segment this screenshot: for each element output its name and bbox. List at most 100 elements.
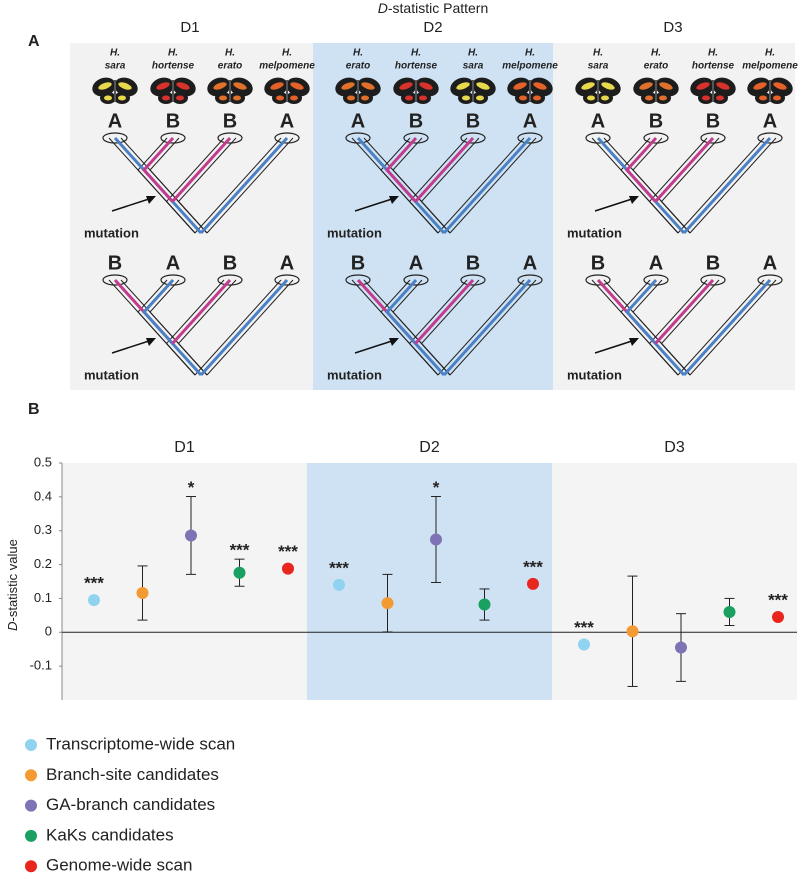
- body: [415, 80, 417, 102]
- arrow: [111, 197, 153, 212]
- lineage: [199, 136, 289, 235]
- wing-band: [233, 82, 247, 90]
- y-tick-label: 0.1: [34, 590, 52, 605]
- wing-band: [476, 95, 484, 101]
- wing-band: [773, 95, 781, 101]
- body: [286, 80, 288, 102]
- wing-band: [773, 82, 787, 90]
- tree-branch: [648, 137, 708, 234]
- data-point: [430, 533, 442, 546]
- wing-band: [759, 95, 767, 101]
- butterfly: [747, 77, 793, 104]
- wing-band: [98, 82, 112, 90]
- butterfly: [575, 77, 621, 104]
- panel-a: [70, 43, 795, 390]
- allele-letter: B: [706, 110, 720, 132]
- wing-band: [290, 95, 298, 101]
- wing-band: [361, 82, 375, 90]
- branch-tip: [403, 274, 429, 286]
- species-name: hortense: [692, 61, 735, 72]
- significance: ***: [84, 574, 104, 593]
- species-genus: H.: [525, 48, 535, 59]
- data-point: [723, 605, 736, 618]
- wing-band: [405, 95, 413, 101]
- legend-marker: [25, 829, 37, 842]
- tree-branch: [408, 279, 468, 376]
- legend-marker: [25, 860, 37, 873]
- branch-tip: [517, 274, 543, 286]
- highlight-band: [307, 463, 552, 700]
- tree-branch: [660, 279, 720, 376]
- species-genus: H.: [468, 48, 478, 59]
- legend-label: Genome-wide scan: [46, 856, 192, 875]
- wing-band: [341, 82, 355, 90]
- wing-band: [276, 95, 284, 101]
- species-name: melpomene: [259, 61, 315, 72]
- lineage: [442, 136, 532, 235]
- wing-band: [716, 82, 730, 90]
- species-genus: H.: [593, 48, 603, 59]
- branch-tip: [217, 132, 243, 144]
- tree-branch: [177, 279, 237, 376]
- mutation-label: mutation: [567, 367, 622, 382]
- wing-band: [659, 82, 673, 90]
- wing-band: [347, 95, 355, 101]
- wing-band: [419, 95, 427, 101]
- lineage: [682, 278, 772, 377]
- column-header: D1: [180, 19, 199, 36]
- wing-band: [476, 82, 490, 90]
- species-name: hortense: [395, 61, 438, 72]
- tree-branch: [194, 137, 282, 234]
- data-point: [282, 562, 294, 575]
- data-point: [527, 577, 539, 590]
- branch-tip: [217, 274, 243, 286]
- wing-band: [659, 95, 667, 101]
- arrow: [594, 197, 636, 212]
- data-point: [675, 641, 687, 654]
- branch-tip: [403, 132, 429, 144]
- wing-band: [104, 95, 112, 101]
- y-axis-label: D-statistic value: [5, 539, 20, 631]
- allele-letter: A: [523, 252, 537, 274]
- wing-band: [753, 82, 767, 90]
- mutation-label: mutation: [567, 225, 622, 240]
- allele-letter: A: [166, 252, 180, 274]
- butterfly: [393, 77, 439, 104]
- arrow-head: [389, 338, 399, 346]
- branch-tip: [643, 132, 669, 144]
- arrow: [354, 339, 396, 354]
- allele-letter: A: [280, 110, 294, 132]
- wing-band: [290, 82, 304, 90]
- allele-letter: A: [280, 252, 294, 274]
- branch-tip: [102, 132, 128, 144]
- wing-band: [601, 95, 609, 101]
- butterfly: [450, 77, 496, 104]
- category-label: D2: [419, 439, 440, 456]
- allele-letter: A: [649, 252, 663, 274]
- butterfly: [507, 77, 553, 104]
- y-tick-label: 0: [45, 624, 52, 639]
- legend-marker: [25, 739, 37, 751]
- allele-letter: B: [649, 110, 663, 132]
- tree-branch: [408, 137, 468, 234]
- species-name: sara: [105, 61, 126, 72]
- wing-band: [702, 95, 710, 101]
- allele-letter: A: [108, 110, 122, 132]
- significance: ***: [768, 591, 788, 610]
- species-genus: H.: [110, 48, 120, 59]
- tree-branch: [194, 279, 282, 376]
- tree-branch: [177, 137, 237, 234]
- data-point: [185, 529, 197, 542]
- y-tick-label: 0.2: [34, 556, 52, 571]
- legend-label: Transcriptome-wide scan: [46, 734, 235, 753]
- data-point: [578, 638, 590, 651]
- data-point: [233, 566, 246, 579]
- body: [769, 80, 771, 102]
- data-point: [772, 611, 784, 624]
- species-name: erato: [218, 61, 242, 72]
- significance: ***: [523, 557, 543, 576]
- body: [114, 80, 116, 102]
- wing-band: [399, 82, 413, 90]
